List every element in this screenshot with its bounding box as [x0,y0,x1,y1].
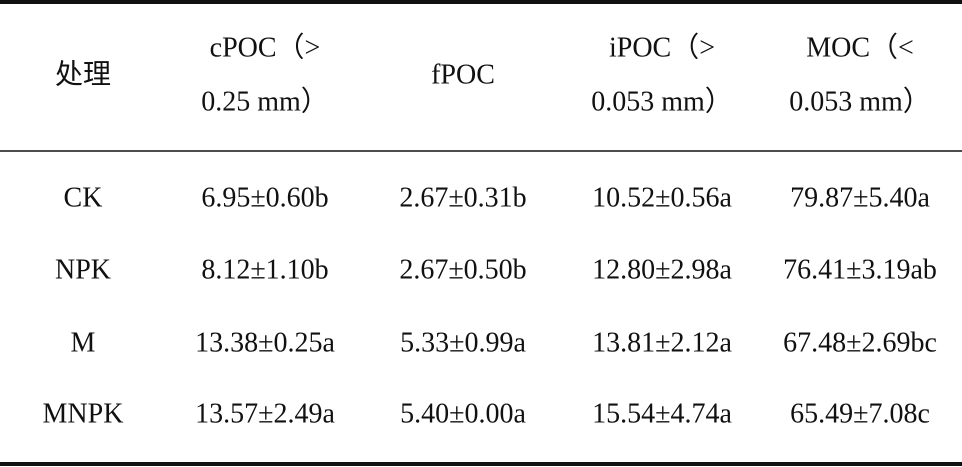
header-cell: MOC（< [806,31,914,63]
cell: 5.40±0.00a [400,398,526,429]
header-cell: 0.053 mm） [591,85,733,117]
cell: 12.80±2.98a [592,254,732,285]
cell: 13.81±2.12a [592,327,732,358]
row-label: CK [64,182,103,213]
cell: 6.95±0.60b [201,182,328,213]
header-cell: cPOC（> [210,31,321,63]
cell: 15.54±4.74a [592,398,732,429]
cell: 76.41±3.19ab [783,254,937,285]
cell: 13.57±2.49a [195,398,335,429]
cell: 2.67±0.50b [399,254,526,285]
header-cell: 0.053 mm） [789,85,931,117]
cell: 79.87±5.40a [790,182,930,213]
cell: 13.38±0.25a [195,327,335,358]
cell: 10.52±0.56a [592,182,732,213]
cell: 65.49±7.08c [790,398,930,429]
cell: 5.33±0.99a [400,327,526,358]
cell: 2.67±0.31b [399,182,526,213]
row-label: MNPK [43,398,124,429]
row-label: M [71,327,96,358]
header-cell: iPOC（> [609,31,715,63]
row-label: NPK [55,254,111,285]
header-cell: fPOC [431,59,495,90]
header-cell: 处理 [55,58,111,90]
cell: 8.12±1.10b [201,254,328,285]
header-cell: 0.25 mm） [201,85,329,117]
cell: 67.48±2.69bc [783,327,937,358]
